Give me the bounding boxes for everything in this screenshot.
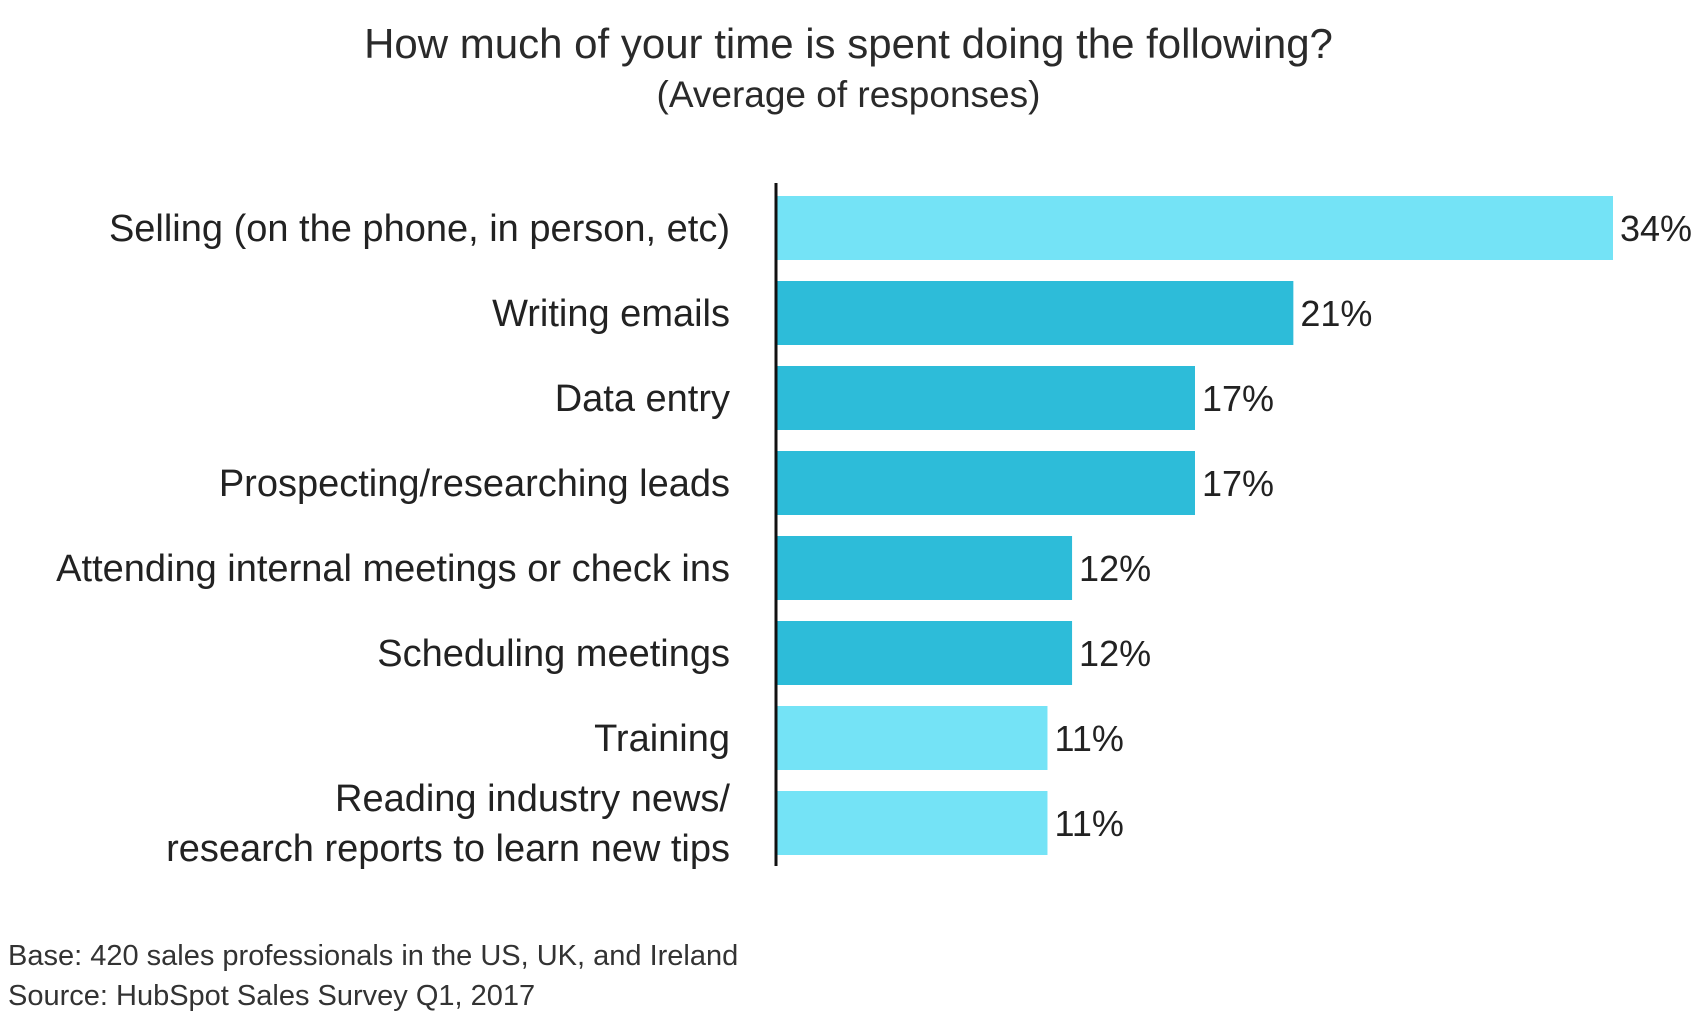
chart-subtitle: (Average of responses)	[656, 74, 1041, 115]
category-labels-group: Selling (on the phone, in person, etc) Wr…	[56, 208, 730, 870]
footnote-source: Source: HubSpot Sales Survey Q1, 2017	[8, 980, 536, 1012]
value-label: 17%	[1202, 378, 1274, 419]
category-label: Prospecting/researching leads	[219, 463, 730, 505]
category-label: Data entry	[555, 378, 730, 420]
bar	[777, 196, 1613, 260]
bar	[777, 366, 1195, 430]
bar	[777, 281, 1294, 345]
category-label: Reading industry news/	[335, 778, 730, 820]
bar	[777, 536, 1073, 600]
value-label: 11%	[1054, 803, 1123, 844]
bar-chart: Selling (on the phone, in person, etc) Wr…	[56, 183, 1692, 870]
category-label: Selling (on the phone, in person, etc)	[109, 208, 730, 250]
bar	[777, 706, 1048, 770]
value-label: 11%	[1054, 718, 1123, 759]
category-label: research reports to learn new tips	[166, 828, 730, 870]
value-label: 17%	[1202, 463, 1274, 504]
value-label: 34%	[1620, 208, 1692, 249]
value-label: 21%	[1300, 293, 1372, 334]
value-label: 12%	[1079, 548, 1151, 589]
chart-title: How much of your time is spent doing the…	[364, 20, 1333, 67]
category-label: Attending internal meetings or check ins	[56, 548, 730, 590]
category-label: Writing emails	[492, 293, 730, 335]
value-labels-group: 34% 21% 17% 17% 12% 12% 11% 11%	[1054, 208, 1692, 844]
bars-group	[777, 196, 1613, 855]
category-label: Training	[594, 718, 730, 760]
bar	[777, 791, 1048, 855]
footnote-base: Base: 420 sales professionals in the US,…	[8, 940, 739, 972]
bar	[777, 451, 1195, 515]
value-label: 12%	[1079, 633, 1151, 674]
category-label: Scheduling meetings	[377, 633, 730, 675]
bar	[777, 621, 1073, 685]
